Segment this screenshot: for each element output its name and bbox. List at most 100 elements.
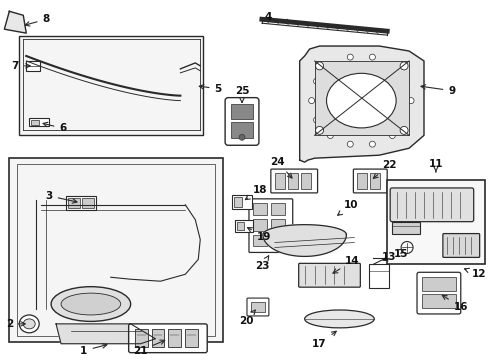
Circle shape xyxy=(327,132,333,139)
Text: 16: 16 xyxy=(442,295,468,312)
FancyBboxPatch shape xyxy=(225,98,259,145)
Bar xyxy=(231,104,253,120)
FancyBboxPatch shape xyxy=(417,272,461,314)
Circle shape xyxy=(327,63,333,69)
Circle shape xyxy=(309,98,315,104)
Text: 12: 12 xyxy=(465,268,486,279)
FancyBboxPatch shape xyxy=(353,169,387,193)
Circle shape xyxy=(390,132,395,139)
Ellipse shape xyxy=(23,319,35,329)
Circle shape xyxy=(316,126,323,134)
Text: 21: 21 xyxy=(133,340,165,356)
Bar xyxy=(19,36,203,135)
Text: 9: 9 xyxy=(421,85,455,96)
Circle shape xyxy=(347,141,353,147)
Bar xyxy=(232,195,252,209)
Bar xyxy=(253,235,267,247)
Bar xyxy=(135,329,147,347)
Bar xyxy=(66,196,96,210)
Bar xyxy=(271,219,285,231)
Text: 18: 18 xyxy=(245,185,267,199)
FancyBboxPatch shape xyxy=(271,169,318,193)
Bar xyxy=(301,173,311,189)
Text: 14: 14 xyxy=(333,256,360,273)
Bar xyxy=(235,220,253,231)
Bar xyxy=(31,121,39,125)
Bar xyxy=(357,173,368,189)
FancyBboxPatch shape xyxy=(299,264,360,287)
Polygon shape xyxy=(56,324,155,344)
FancyBboxPatch shape xyxy=(247,298,269,316)
Bar xyxy=(369,264,389,288)
Text: 2: 2 xyxy=(6,319,25,329)
Bar xyxy=(387,180,485,264)
Text: 10: 10 xyxy=(338,200,359,215)
Bar xyxy=(9,158,223,342)
FancyBboxPatch shape xyxy=(129,324,207,353)
Circle shape xyxy=(390,63,395,69)
Bar xyxy=(185,329,198,347)
Text: 23: 23 xyxy=(255,256,269,271)
Bar xyxy=(251,302,265,312)
Bar xyxy=(17,164,215,336)
Circle shape xyxy=(314,78,319,84)
Bar xyxy=(315,61,409,135)
Circle shape xyxy=(403,117,409,123)
Bar xyxy=(253,203,267,215)
Circle shape xyxy=(347,54,353,60)
Bar xyxy=(26,61,40,71)
Bar xyxy=(370,173,380,189)
Circle shape xyxy=(369,141,375,147)
Text: 20: 20 xyxy=(239,310,255,326)
Bar xyxy=(234,197,242,207)
Circle shape xyxy=(403,78,409,84)
Ellipse shape xyxy=(305,310,374,328)
Text: 24: 24 xyxy=(270,157,292,178)
FancyBboxPatch shape xyxy=(249,199,293,252)
Text: 4: 4 xyxy=(264,12,291,23)
Bar xyxy=(271,203,285,215)
Polygon shape xyxy=(300,46,424,162)
Ellipse shape xyxy=(19,315,39,333)
Bar xyxy=(231,122,253,138)
Bar xyxy=(392,222,420,234)
Text: 19: 19 xyxy=(247,228,271,242)
Text: 6: 6 xyxy=(43,122,67,134)
Bar xyxy=(275,173,285,189)
FancyBboxPatch shape xyxy=(443,234,480,257)
Bar xyxy=(271,235,285,247)
Ellipse shape xyxy=(51,287,131,321)
Text: 1: 1 xyxy=(80,344,107,356)
Text: 7: 7 xyxy=(12,61,30,71)
Text: 22: 22 xyxy=(373,160,396,179)
Bar xyxy=(422,277,456,291)
Bar xyxy=(253,219,267,231)
Bar xyxy=(82,198,94,208)
Text: 17: 17 xyxy=(312,331,336,349)
Text: 8: 8 xyxy=(25,14,50,26)
Bar xyxy=(29,118,49,126)
Circle shape xyxy=(401,242,413,253)
Circle shape xyxy=(316,62,323,70)
Text: 25: 25 xyxy=(235,86,249,102)
Ellipse shape xyxy=(61,293,121,315)
Polygon shape xyxy=(4,11,26,33)
Circle shape xyxy=(239,134,245,140)
Text: 11: 11 xyxy=(429,159,443,172)
Circle shape xyxy=(314,117,319,123)
FancyBboxPatch shape xyxy=(390,188,474,222)
Text: 5: 5 xyxy=(199,84,222,94)
Polygon shape xyxy=(263,225,346,256)
Bar xyxy=(68,198,80,208)
Circle shape xyxy=(400,62,408,70)
Circle shape xyxy=(369,54,375,60)
Circle shape xyxy=(408,98,414,104)
Bar xyxy=(422,294,456,308)
Ellipse shape xyxy=(326,73,396,128)
Bar xyxy=(288,173,298,189)
Text: 15: 15 xyxy=(383,249,408,261)
Circle shape xyxy=(400,126,408,134)
Bar xyxy=(151,329,165,347)
Bar xyxy=(237,222,244,230)
Text: 13: 13 xyxy=(382,249,404,262)
